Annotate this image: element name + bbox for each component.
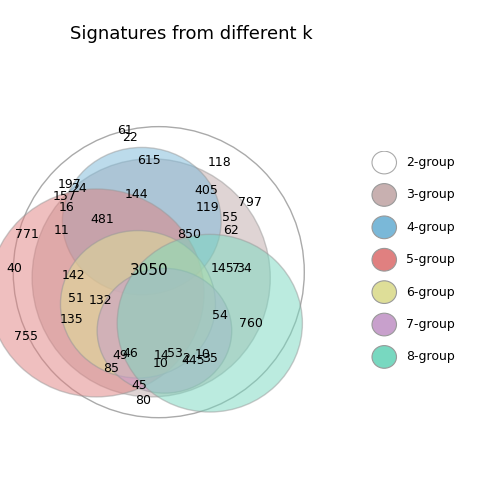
Text: 45: 45 <box>131 379 147 392</box>
Ellipse shape <box>372 281 397 303</box>
Ellipse shape <box>372 183 397 206</box>
Text: 850: 850 <box>177 228 201 241</box>
Text: 481: 481 <box>90 213 114 226</box>
Text: 445: 445 <box>181 354 205 367</box>
Text: 11: 11 <box>53 224 69 237</box>
Text: 22: 22 <box>122 132 138 145</box>
Text: 3-group: 3-group <box>406 188 455 202</box>
Text: 24: 24 <box>72 182 87 195</box>
Text: 132: 132 <box>88 294 112 307</box>
Text: 771: 771 <box>15 228 39 241</box>
Ellipse shape <box>117 234 302 412</box>
Text: Signatures from different k: Signatures from different k <box>70 25 313 43</box>
Text: 760: 760 <box>239 317 263 330</box>
Text: 55: 55 <box>222 211 238 224</box>
Text: 49: 49 <box>112 349 128 362</box>
Ellipse shape <box>62 148 221 295</box>
Text: 34: 34 <box>236 262 251 275</box>
Text: 62: 62 <box>223 224 239 237</box>
Text: 8-group: 8-group <box>406 350 455 363</box>
Ellipse shape <box>372 346 397 368</box>
Text: 135: 135 <box>59 313 83 326</box>
Text: 4-group: 4-group <box>406 221 455 234</box>
Text: 35: 35 <box>202 352 218 365</box>
Text: 14: 14 <box>154 349 169 362</box>
Text: 197: 197 <box>58 178 82 191</box>
Text: 2: 2 <box>182 352 190 365</box>
Text: 118: 118 <box>207 156 231 169</box>
Text: 61: 61 <box>117 123 133 137</box>
Text: 3050: 3050 <box>130 263 169 278</box>
Text: 145: 145 <box>211 262 235 275</box>
Text: 405: 405 <box>194 184 218 198</box>
Text: 144: 144 <box>124 188 148 201</box>
Text: 5-group: 5-group <box>406 253 455 266</box>
Ellipse shape <box>32 159 270 397</box>
Ellipse shape <box>97 269 232 393</box>
Text: 10: 10 <box>195 348 210 361</box>
Text: 2-group: 2-group <box>406 156 455 169</box>
Text: 53: 53 <box>167 347 183 360</box>
Text: 46: 46 <box>122 347 138 360</box>
Ellipse shape <box>372 216 397 239</box>
Text: 119: 119 <box>196 202 220 214</box>
Text: 85: 85 <box>103 362 119 375</box>
Ellipse shape <box>0 189 204 397</box>
Text: 80: 80 <box>135 394 151 407</box>
Text: 797: 797 <box>237 196 262 209</box>
Text: 10: 10 <box>153 357 168 370</box>
Text: 142: 142 <box>62 270 86 282</box>
Ellipse shape <box>372 151 397 174</box>
Text: 40: 40 <box>7 262 22 275</box>
Text: 54: 54 <box>213 309 228 322</box>
Text: 615: 615 <box>138 154 161 167</box>
Ellipse shape <box>13 127 304 418</box>
Text: 6-group: 6-group <box>406 286 455 299</box>
Text: 157: 157 <box>52 190 76 203</box>
Ellipse shape <box>60 231 216 378</box>
Text: 755: 755 <box>14 330 38 343</box>
Text: 7-group: 7-group <box>406 318 455 331</box>
Text: 16: 16 <box>58 202 74 214</box>
Ellipse shape <box>372 313 397 336</box>
Text: 51: 51 <box>68 292 84 305</box>
Text: 7: 7 <box>232 262 240 275</box>
Ellipse shape <box>372 248 397 271</box>
